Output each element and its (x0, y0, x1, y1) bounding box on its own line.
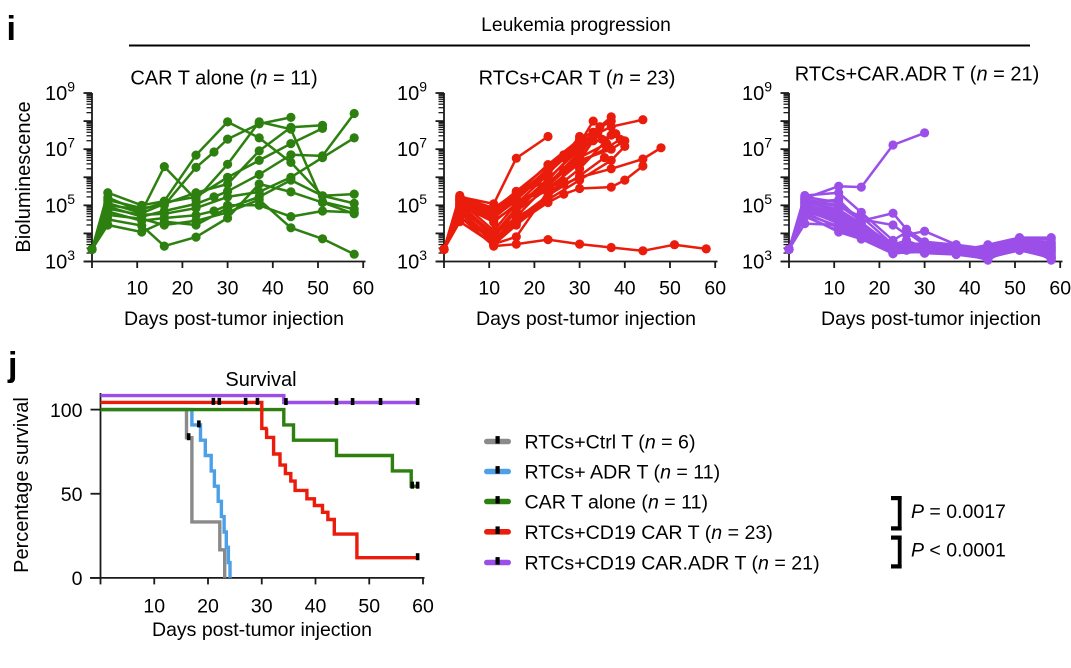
svg-text:Bioluminescence: Bioluminescence (13, 101, 35, 252)
svg-text:P < 0.0001: P < 0.0001 (911, 540, 1006, 562)
svg-text:50: 50 (659, 278, 681, 300)
svg-text:100: 100 (50, 400, 83, 422)
svg-text:60: 60 (412, 595, 434, 617)
svg-text:60: 60 (704, 278, 726, 300)
svg-text:RTCs+CAR T (n = 23): RTCs+CAR T (n = 23) (479, 68, 676, 90)
svg-text:i: i (7, 10, 16, 48)
svg-text:50: 50 (61, 484, 83, 506)
svg-text:107: 107 (397, 135, 427, 162)
svg-text:10: 10 (478, 278, 500, 300)
svg-text:40: 40 (614, 278, 636, 300)
svg-text:10: 10 (143, 595, 165, 617)
svg-text:Leukemia progression: Leukemia progression (481, 15, 671, 36)
svg-text:20: 20 (524, 278, 546, 300)
svg-text:RTCs+CD19 CAR.ADR T (n = 21): RTCs+CD19 CAR.ADR T (n = 21) (525, 553, 820, 575)
svg-text:20: 20 (869, 278, 891, 300)
svg-text:Days post-tumor injection: Days post-tumor injection (476, 308, 696, 330)
svg-text:Percentage survival: Percentage survival (11, 397, 33, 573)
svg-text:50: 50 (358, 595, 380, 617)
svg-text:30: 30 (217, 278, 239, 300)
svg-text:30: 30 (251, 595, 273, 617)
svg-text:RTCs+Ctrl T (n = 6): RTCs+Ctrl T (n = 6) (525, 432, 696, 454)
svg-text:CAR T alone (n = 11): CAR T alone (n = 11) (525, 492, 709, 514)
svg-text:50: 50 (1004, 278, 1026, 300)
svg-text:60: 60 (352, 278, 374, 300)
svg-text:40: 40 (959, 278, 981, 300)
svg-text:20: 20 (197, 595, 219, 617)
svg-text:107: 107 (742, 135, 772, 162)
svg-text:30: 30 (914, 278, 936, 300)
svg-text:Days post-tumor injection: Days post-tumor injection (124, 308, 344, 330)
svg-text:10: 10 (126, 278, 148, 300)
svg-text:0: 0 (72, 568, 83, 590)
svg-text:P = 0.0017: P = 0.0017 (911, 501, 1006, 523)
svg-text:40: 40 (262, 278, 284, 300)
svg-text:RTCs+ ADR T (n = 11): RTCs+ ADR T (n = 11) (525, 462, 721, 484)
svg-text:40: 40 (305, 595, 327, 617)
svg-text:60: 60 (1049, 278, 1071, 300)
svg-text:RTCs+CD19 CAR T (n = 23): RTCs+CD19 CAR T (n = 23) (525, 522, 773, 544)
svg-text:105: 105 (45, 191, 75, 218)
svg-text:20: 20 (172, 278, 194, 300)
svg-text:50: 50 (307, 278, 329, 300)
svg-text:Survival: Survival (225, 369, 296, 391)
svg-text:Days post-tumor injection: Days post-tumor injection (821, 308, 1041, 330)
svg-text:Days post-tumor injection: Days post-tumor injection (152, 619, 372, 641)
svg-text:CAR T alone (n = 11): CAR T alone (n = 11) (130, 68, 317, 90)
svg-text:RTCs+CAR.ADR T (n = 21): RTCs+CAR.ADR T (n = 21) (795, 64, 1040, 86)
svg-text:10: 10 (823, 278, 845, 300)
svg-text:30: 30 (569, 278, 591, 300)
svg-text:j: j (7, 346, 17, 384)
